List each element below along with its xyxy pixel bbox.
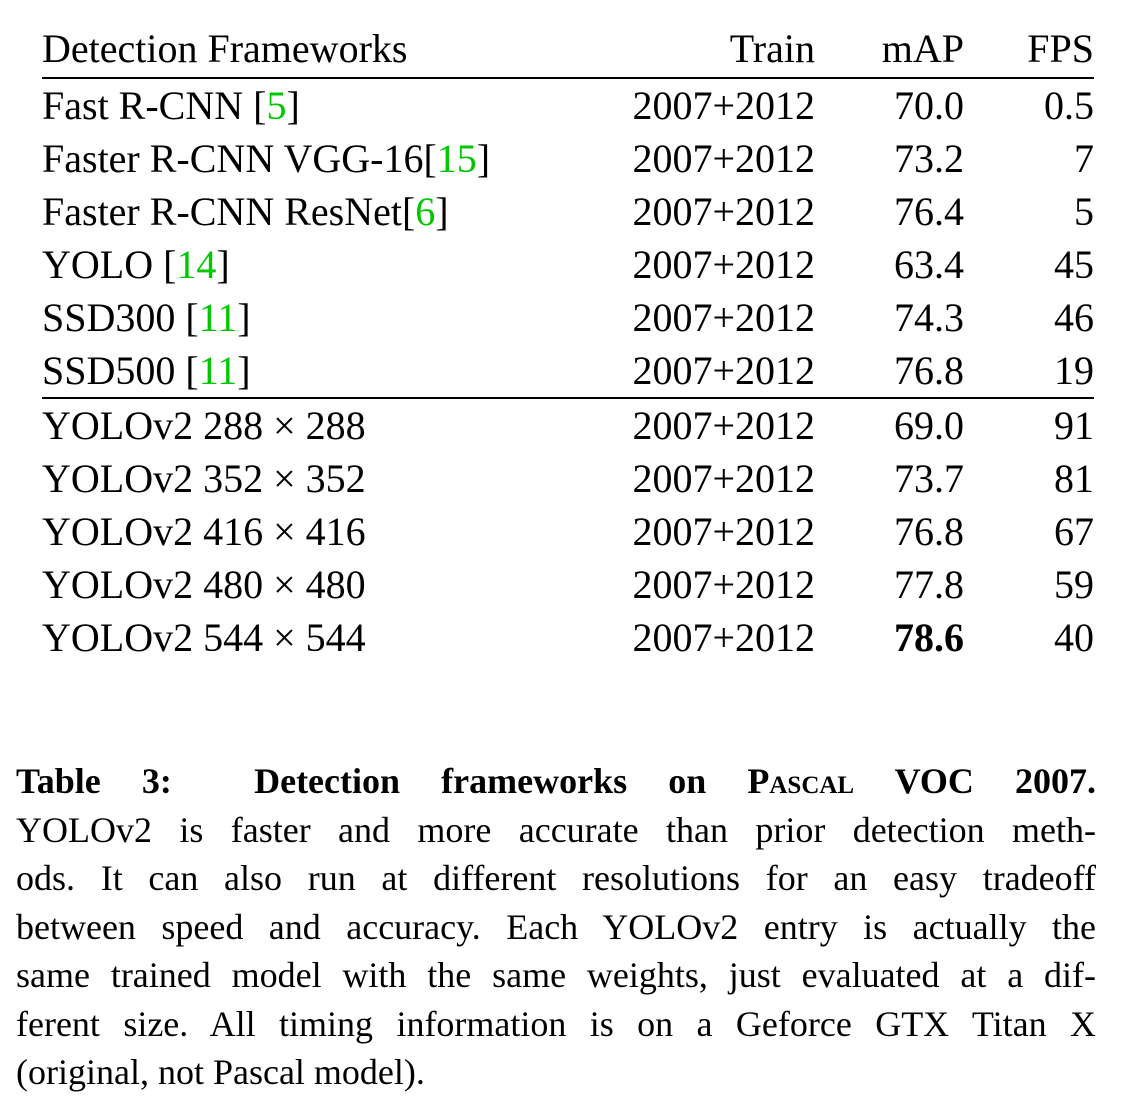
train-cell: 2007+2012: [632, 348, 815, 393]
caption-body-line: (original, not Pascal model).: [16, 1052, 425, 1092]
fps-cell: 46: [1054, 295, 1094, 340]
train-cell: 2007+2012: [632, 242, 815, 287]
train-cell: 2007+2012: [632, 295, 815, 340]
fps-cell: 19: [1054, 348, 1094, 393]
citation-link[interactable]: 15: [436, 136, 477, 181]
train-cell: 2007+2012: [632, 189, 815, 234]
header-frameworks: Detection Frameworks: [42, 26, 408, 71]
train-cell: 2007+2012: [632, 615, 815, 660]
map-cell: 76.8: [894, 348, 964, 393]
table-row: SSD500 [11] 2007+2012 76.8 19: [42, 344, 1094, 398]
results-table: Detection Frameworks Train mAP FPS Fast …: [42, 20, 1094, 664]
caption-body-line: same trained model with the same weights…: [16, 955, 1096, 995]
table-caption: Table 3: Detection frameworks on Pascal …: [16, 757, 1096, 1097]
fps-cell: 67: [1054, 509, 1094, 554]
train-cell: 2007+2012: [632, 456, 815, 501]
caption-label: Table 3:: [16, 761, 172, 801]
map-cell: 77.8: [894, 562, 964, 607]
map-cell: 70.0: [894, 83, 964, 128]
citation-link[interactable]: 11: [198, 348, 238, 393]
train-cell: 2007+2012: [632, 509, 815, 554]
fps-cell: 5: [1074, 189, 1094, 234]
fps-cell: 7: [1074, 136, 1094, 181]
citation-link[interactable]: 11: [198, 295, 238, 340]
framework-name: YOLOv2 416 × 416: [42, 509, 366, 554]
framework-name: YOLOv2 480 × 480: [42, 562, 366, 607]
table-row: YOLO [14] 2007+2012 63.4 45: [42, 238, 1094, 291]
fps-cell: 40: [1054, 615, 1094, 660]
header-train: Train: [729, 26, 815, 71]
fps-cell: 59: [1054, 562, 1094, 607]
table-header-row: Detection Frameworks Train mAP FPS: [42, 20, 1094, 78]
train-cell: 2007+2012: [607, 397, 815, 452]
map-cell: 76.4: [894, 189, 964, 234]
results-table-container: Detection Frameworks Train mAP FPS Fast …: [42, 20, 1094, 664]
framework-name: YOLOv2 288 × 288: [42, 397, 607, 452]
table-row: YOLOv2 352 × 352 2007+2012 73.7 81: [42, 452, 1094, 505]
framework-name: YOLO [14]: [42, 242, 230, 287]
table-row: YOLOv2 288 × 288 2007+2012 69.0 91: [42, 397, 1094, 452]
citation-link[interactable]: 14: [176, 242, 217, 287]
fps-cell: 91: [964, 397, 1094, 452]
framework-name: Faster R-CNN VGG-16[15]: [42, 136, 491, 181]
table-row: YOLOv2 544 × 544 2007+2012 78.6 40: [42, 611, 1094, 664]
map-cell: 74.3: [894, 295, 964, 340]
train-cell: 2007+2012: [632, 136, 815, 181]
table-row: YOLOv2 416 × 416 2007+2012 76.8 67: [42, 505, 1094, 558]
citation-link[interactable]: 6: [415, 189, 436, 234]
caption-title-line: Table 3: Detection frameworks on Pascal …: [16, 757, 1096, 806]
map-cell: 73.7: [894, 456, 964, 501]
map-cell: 69.0: [815, 397, 964, 452]
caption-body-line: between speed and accuracy. Each YOLOv2 …: [16, 906, 1096, 947]
header-fps: FPS: [1027, 26, 1094, 71]
table-row: SSD300 [11] 2007+2012 74.3 46: [42, 291, 1094, 344]
citation-link[interactable]: 5: [266, 83, 287, 128]
header-map: mAP: [881, 26, 964, 71]
map-cell: 63.4: [894, 242, 964, 287]
framework-name: YOLOv2 352 × 352: [42, 456, 366, 501]
framework-name: Fast R-CNN [5]: [42, 83, 300, 128]
table-row: Faster R-CNN VGG-16[15] 2007+2012 73.2 7: [42, 132, 1094, 185]
fps-cell: 0.5: [1044, 83, 1094, 128]
caption-body-line: YOLOv2 is faster and more accurate than …: [16, 809, 1096, 850]
caption-title: Detection frameworks on Pascal VOC 2007.: [254, 761, 1096, 801]
table-row: Faster R-CNN ResNet[6] 2007+2012 76.4 5: [42, 185, 1094, 238]
map-cell-best: 78.6: [894, 615, 964, 660]
train-cell: 2007+2012: [632, 562, 815, 607]
table-row: YOLOv2 480 × 480 2007+2012 77.8 59: [42, 558, 1094, 611]
fps-cell: 81: [1054, 456, 1094, 501]
train-cell: 2007+2012: [632, 83, 815, 128]
table-row: Fast R-CNN [5] 2007+2012 70.0 0.5: [42, 78, 1094, 132]
map-cell: 76.8: [894, 509, 964, 554]
framework-name: Faster R-CNN ResNet[6]: [42, 189, 449, 234]
framework-name: SSD500 [11]: [42, 348, 251, 393]
map-cell: 73.2: [894, 136, 964, 181]
fps-cell: 45: [1054, 242, 1094, 287]
framework-name: SSD300 [11]: [42, 295, 251, 340]
framework-name: YOLOv2 544 × 544: [42, 615, 366, 660]
caption-body-line: ferent size. All timing information is o…: [16, 1003, 1096, 1044]
caption-body-line: ods. It can also run at different resolu…: [16, 858, 1096, 898]
